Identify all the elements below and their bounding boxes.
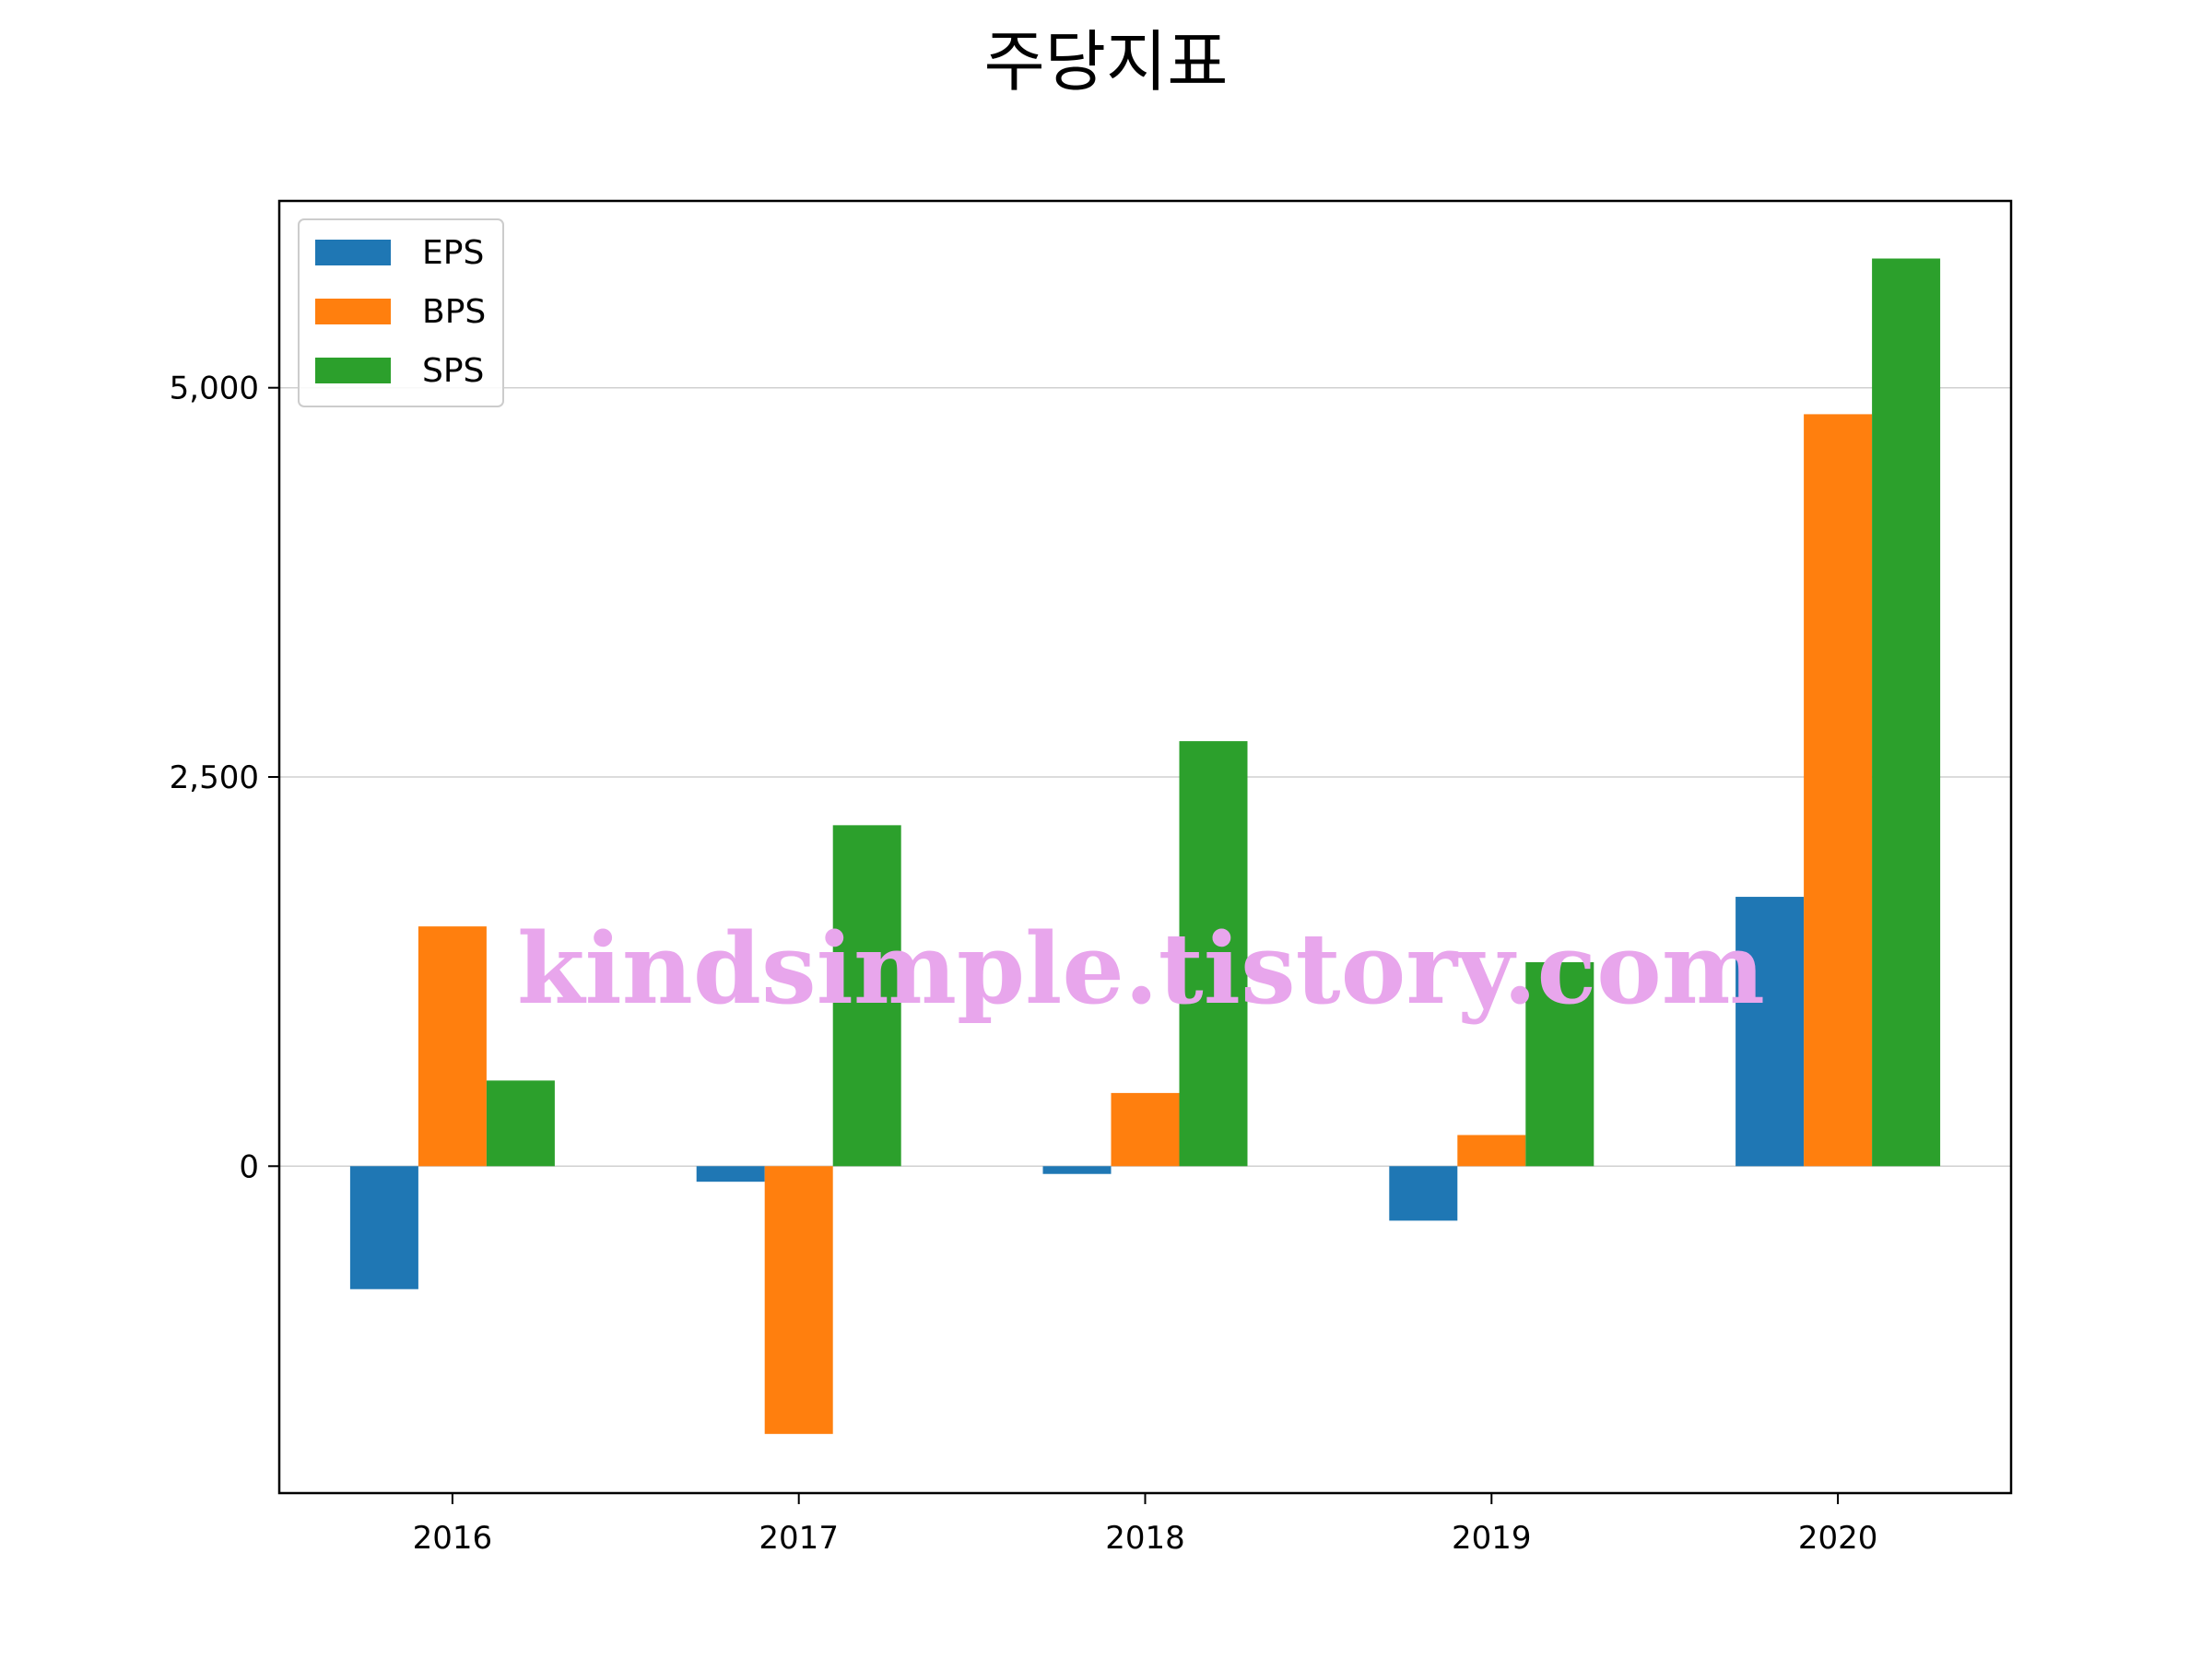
watermark-text: kindsimple.tistory.com	[517, 911, 1765, 1026]
plot-frame	[277, 199, 2013, 1495]
y-tick-label: 5,000	[170, 371, 259, 407]
bar-sps-2017	[832, 825, 901, 1167]
bar-bps-2019	[1457, 1135, 1526, 1167]
x-tick-label: 2016	[413, 1520, 493, 1557]
x-axis: 2016 2017 2018 2019 2020	[413, 1493, 1878, 1557]
bar-eps-2017	[696, 1166, 765, 1182]
bar-bps-2016	[418, 926, 487, 1167]
bar-bps-2020	[1804, 414, 1873, 1167]
bar-sps-2019	[1525, 961, 1594, 1167]
bar-eps-2018	[1042, 1166, 1112, 1174]
bar-eps-2016	[349, 1166, 418, 1289]
legend-label-sps: SPS	[422, 352, 484, 390]
legend-swatch-bps	[315, 299, 391, 324]
x-tick-label: 2019	[1452, 1520, 1532, 1557]
bar-sps-2016	[486, 1080, 555, 1167]
y-tick-label: 0	[239, 1148, 259, 1185]
bars	[349, 258, 1941, 1434]
legend-label-eps: EPS	[422, 234, 484, 272]
bar-bps-2017	[764, 1166, 833, 1434]
legend-label-bps: BPS	[422, 293, 486, 331]
bar-sps-2018	[1179, 741, 1248, 1167]
chart-title: 주당지표	[984, 23, 1229, 100]
x-tick-label: 2017	[759, 1520, 839, 1557]
legend-swatch-sps	[315, 358, 391, 383]
y-axis: 0 2,500 5,000	[170, 371, 279, 1185]
x-tick-label: 2018	[1105, 1520, 1185, 1557]
x-tick-label: 2020	[1798, 1520, 1878, 1557]
legend-swatch-eps	[315, 240, 391, 265]
bar-eps-2019	[1389, 1166, 1458, 1221]
bar-bps-2018	[1111, 1092, 1180, 1167]
y-tick-label: 2,500	[170, 759, 259, 796]
bar-eps-2020	[1735, 897, 1805, 1167]
legend: EPS BPS SPS	[298, 218, 504, 407]
bar-sps-2020	[1872, 258, 1941, 1167]
